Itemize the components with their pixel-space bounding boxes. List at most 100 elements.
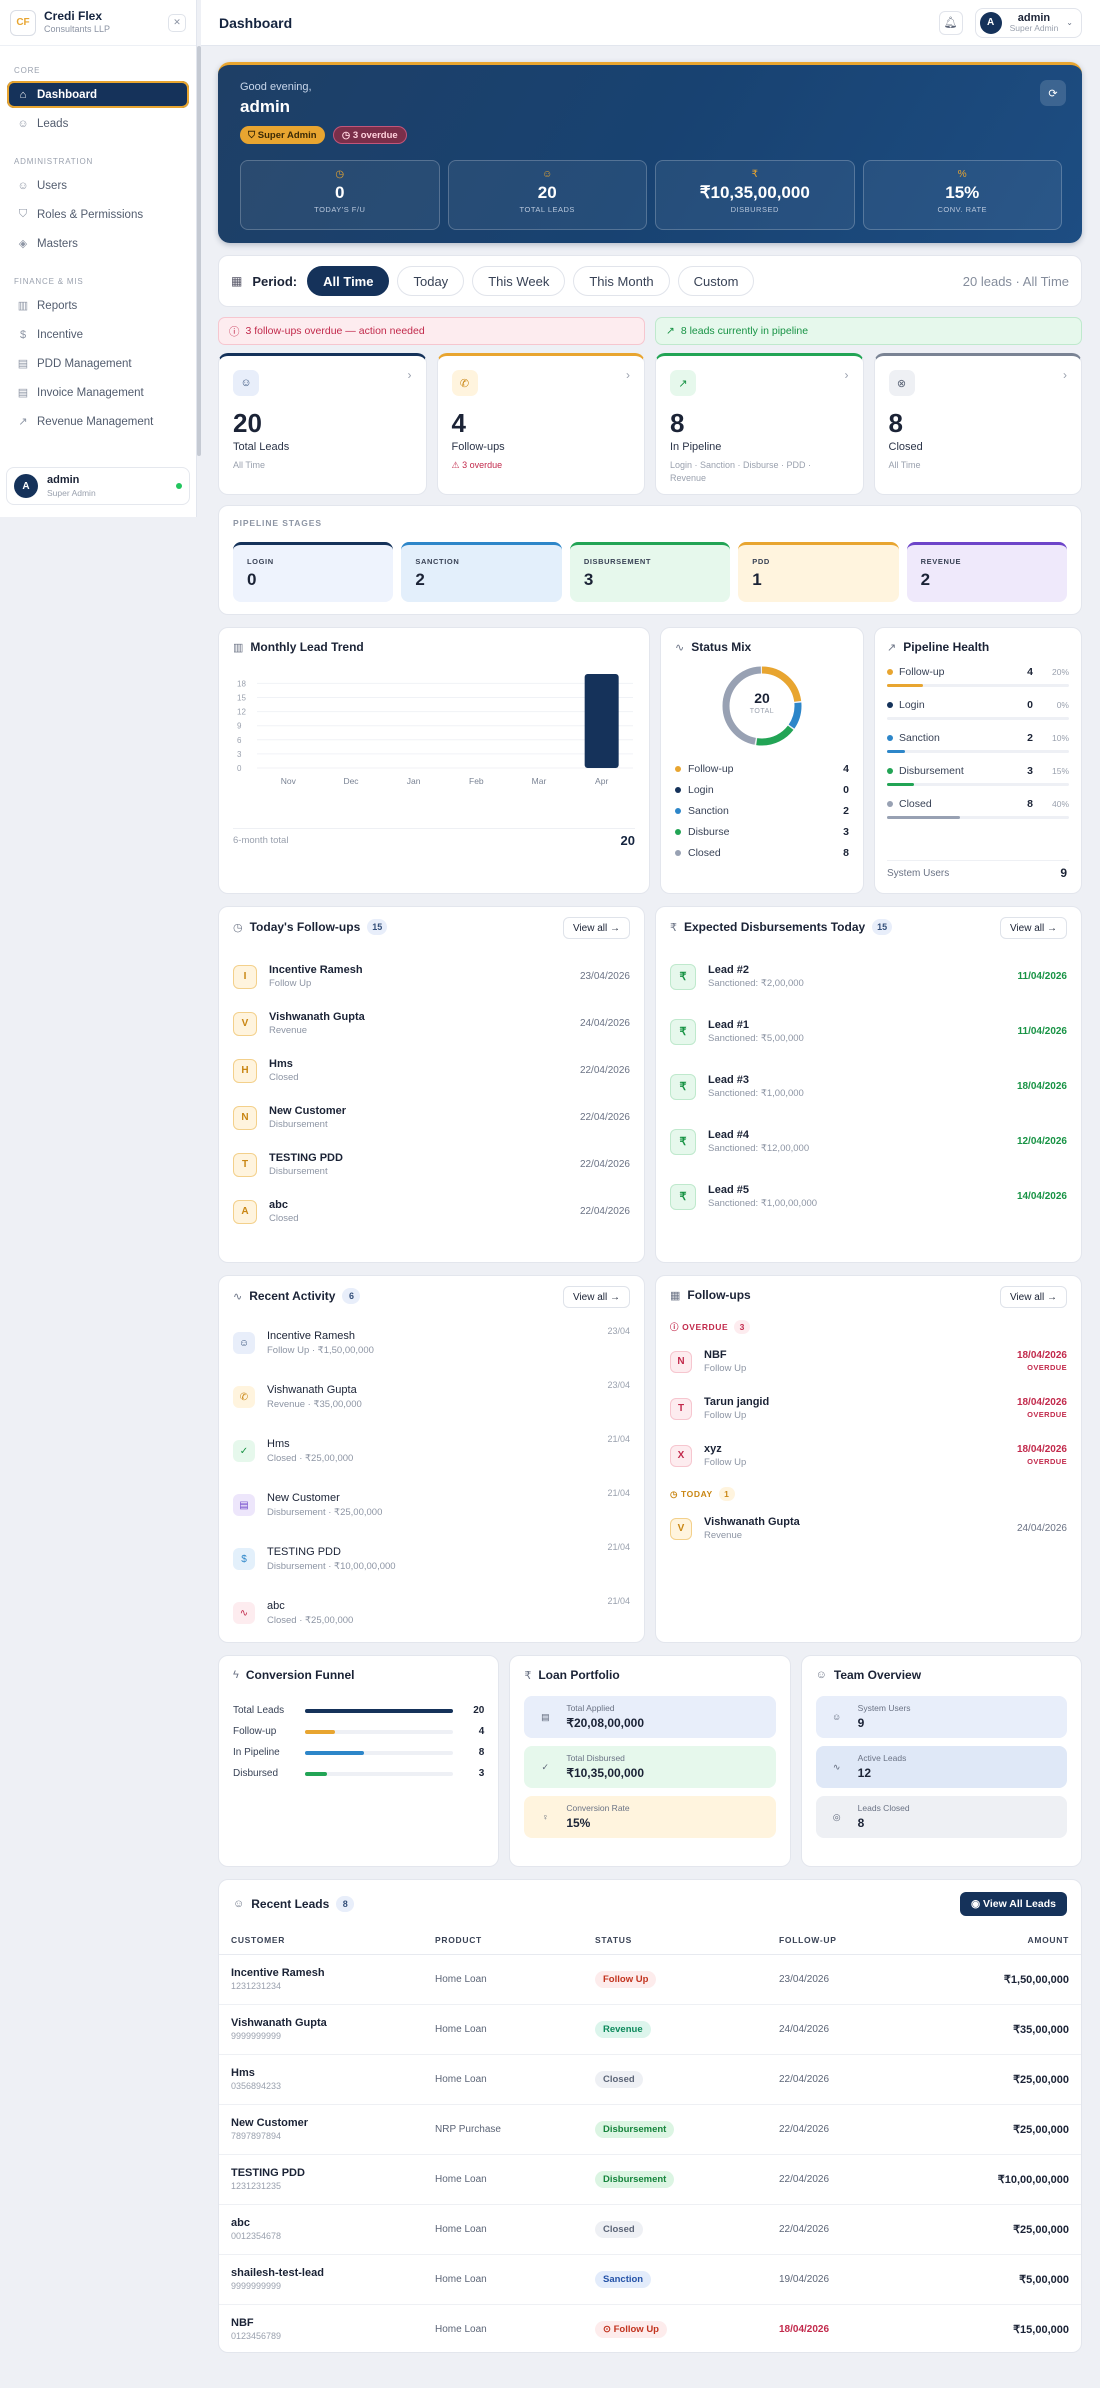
table-row[interactable]: New Customer 7897897894 NRP Purchase Disbur… (219, 2104, 1081, 2155)
list-item[interactable]: $ TESTING PDD Disbursement · ₹10,00,00,000… (233, 1532, 630, 1586)
stage-disbursement[interactable]: DISBURSEMENT 3 (569, 542, 731, 602)
chevron-right-icon: › (407, 368, 412, 382)
stage-pdd[interactable]: PDD 1 (738, 542, 899, 602)
bell-icon[interactable]: 🔔︎ (938, 10, 963, 35)
hero-stat-label: TODAY'S F/U (314, 205, 366, 214)
period-option-today[interactable]: Today (397, 266, 465, 296)
sidebar-item-incentive[interactable]: $ Incentive (7, 321, 189, 348)
table-row[interactable]: Incentive Ramesh 1231231234 Home Loan Follo… (219, 1954, 1081, 2005)
list-item[interactable]: ₹ Lead #5 Sanctioned: ₹1,00,00,000 14/04/20… (670, 1169, 1067, 1224)
table-row[interactable]: abc 0012354678 Home Loan Closed 22/04/2026 ₹2… (219, 2204, 1081, 2255)
list-item[interactable]: H Hms Closed 22/04/2026 (233, 1047, 630, 1094)
brand-sub: Consultants LLP (44, 24, 111, 35)
list-item[interactable]: ✓ Hms Closed · ₹25,00,000 21/04 (233, 1424, 630, 1478)
expected-disbursements: ₹ Expected Disbursements Today 15 View all… (655, 906, 1082, 1263)
shield-icon: ⛉ (248, 129, 258, 141)
overdue-alert[interactable]: ⓘ 3 follow-ups overdue — action needed (218, 317, 645, 345)
bar-apr[interactable] (584, 674, 619, 768)
donut-slice-sanction[interactable] (722, 666, 802, 746)
stage-login[interactable]: LOGIN 0 (233, 542, 394, 602)
column-header[interactable]: PRODUCT (423, 1926, 583, 1955)
period-option-this-month[interactable]: This Month (573, 266, 670, 296)
column-header[interactable]: FOLLOW-UP (767, 1926, 951, 1955)
phone-icon: ✆ (233, 1386, 255, 1408)
followup-date: 22/04/2026 (779, 2223, 830, 2235)
period-option-this-week[interactable]: This Week (472, 266, 566, 296)
item-sub: Follow Up · ₹1,50,00,000 (267, 1345, 374, 1357)
kpi-card[interactable]: ↗ › 8 In Pipeline Login · Sanction · Disburs… (655, 353, 864, 495)
table-row[interactable]: shailesh-test-lead 9999999999 Home Loan San… (219, 2254, 1081, 2305)
list-item[interactable]: V Vishwanath Gupta Revenue 24/04/2026 (233, 1000, 630, 1047)
kpi-card[interactable]: ✆ › 4 Follow-ups ⚠ 3 overdue (436, 353, 645, 495)
kpi-sub: ⚠ 3 overdue (451, 460, 503, 470)
sidebar-item-revenue-management[interactable]: ↗ Revenue Management (7, 408, 189, 435)
user-menu[interactable]: A admin Super Admin ⌄ (974, 7, 1082, 38)
refresh-button[interactable]: ⟳ (1040, 80, 1066, 106)
column-header[interactable]: CUSTOMER (219, 1926, 423, 1955)
brand-logo[interactable]: CF (10, 9, 36, 36)
item-status: Follow Up (704, 1409, 747, 1421)
kpi-sub: All Time (233, 460, 266, 470)
table-row[interactable]: Hms 0356894233 Home Loan Closed 22/04/2026 ₹2… (219, 2054, 1081, 2105)
overdue-pill[interactable]: ◷ 3 overdue (332, 126, 407, 144)
column-header[interactable]: AMOUNT (951, 1926, 1081, 1955)
kpi-card[interactable]: ☺ › 20 Total Leads All Time (218, 353, 427, 495)
portfolio-stat: ▤ Total Applied ₹20,08,00,000 (524, 1696, 776, 1738)
table-row[interactable]: TESTING PDD 1231231235 Home Loan Disburseme… (219, 2154, 1081, 2205)
list-item[interactable]: ∿ abc Closed · ₹25,00,000 21/04 (233, 1586, 630, 1640)
item-date: 21/04 (607, 1596, 630, 1606)
sidebar-item-pdd-management[interactable]: ▤ PDD Management (7, 350, 189, 377)
view-all-button[interactable]: View all → (999, 917, 1067, 939)
sidebar-item-leads[interactable]: ☺ Leads (7, 110, 189, 137)
sidebar-item-roles-permissions[interactable]: ⛉ Roles & Permissions (7, 201, 189, 228)
list-item[interactable]: V Vishwanath Gupta Revenue 24/04/2026 (670, 1505, 1067, 1552)
sidebar-item-label: Roles & Permissions (37, 208, 144, 221)
donut-slice-follow-up[interactable] (722, 666, 802, 746)
status-badge: Disbursement (595, 2170, 675, 2188)
sidebar-section-finance: FINANCE & MIS (14, 277, 84, 286)
period-option-all-time[interactable]: All Time (307, 266, 390, 296)
followup-date: 24/04/2026 (779, 2023, 830, 2035)
donut-slice-closed[interactable] (722, 666, 802, 746)
greeting-name: admin (240, 97, 291, 116)
sidebar-user-card[interactable]: A admin Super Admin (6, 467, 190, 505)
list-item[interactable]: N New Customer Disbursement 22/04/2026 (233, 1094, 630, 1141)
sidebar-item-dashboard[interactable]: ⌂ Dashboard (7, 81, 189, 108)
sidebar-scrollbar[interactable] (197, 46, 201, 456)
list-item[interactable]: ₹ Lead #2 Sanctioned: ₹2,00,000 11/04/2026 (670, 949, 1067, 1004)
funnel-label: Total Leads (233, 1705, 285, 1716)
table-row[interactable]: Vishwanath Gupta 9999999999 Home Loan Reven… (219, 2004, 1081, 2055)
list-item[interactable]: ☺ Incentive Ramesh Follow Up · ₹1,50,00,00… (233, 1316, 630, 1370)
status-badge: Revenue (595, 2020, 651, 2038)
view-all-button[interactable]: View all → (562, 917, 630, 939)
sidebar-item-users[interactable]: ☺ Users (7, 172, 189, 199)
view-all-leads-button[interactable]: ◉ View All Leads (959, 1892, 1067, 1916)
list-item[interactable]: I Incentive Ramesh Follow Up 23/04/2026 (233, 953, 630, 1000)
donut-slice-disburse[interactable] (722, 666, 802, 746)
stage-revenue[interactable]: REVENUE 2 (906, 542, 1068, 602)
stage-sanction[interactable]: SANCTION 2 (401, 542, 562, 602)
view-all-button[interactable]: View all → (999, 1286, 1067, 1308)
list-item[interactable]: ▤ New Customer Disbursement · ₹25,00,000 21… (233, 1478, 630, 1532)
table-row[interactable]: NBF 0123456789 Home Loan ⊙ Follow Up 18/04/2… (219, 2304, 1081, 2355)
status-dot (887, 801, 893, 807)
list-item[interactable]: N NBF Follow Up 18/04/2026 OVERDUE (670, 1338, 1067, 1385)
customer-phone: 9999999999 (231, 2031, 282, 2041)
kpi-card[interactable]: ⊗ › 8 Closed All Time (873, 353, 1082, 495)
pipeline-alert[interactable]: ↗ 8 leads currently in pipeline (655, 317, 1082, 345)
column-header[interactable]: STATUS (583, 1926, 767, 1955)
view-all-button[interactable]: View all → (562, 1286, 630, 1308)
list-item[interactable]: ₹ Lead #3 Sanctioned: ₹1,00,000 18/04/2026 (670, 1059, 1067, 1114)
list-item[interactable]: ₹ Lead #4 Sanctioned: ₹12,00,000 12/04/2026 (670, 1114, 1067, 1169)
list-item[interactable]: T TESTING PDD Disbursement 22/04/2026 (233, 1141, 630, 1188)
sidebar-item-masters[interactable]: ◈ Masters (7, 230, 189, 257)
sidebar-item-invoice-management[interactable]: ▤ Invoice Management (7, 379, 189, 406)
list-item[interactable]: ₹ Lead #1 Sanctioned: ₹5,00,000 11/04/2026 (670, 1004, 1067, 1059)
sidebar-item-reports[interactable]: ▥ Reports (7, 292, 189, 319)
list-item[interactable]: ✆ Vishwanath Gupta Revenue · ₹35,00,000 23/… (233, 1370, 630, 1424)
list-item[interactable]: T Tarun jangid Follow Up 18/04/2026 OVERDUE (670, 1385, 1067, 1432)
collapse-sidebar-button[interactable]: ✕ (168, 13, 186, 32)
period-option-custom[interactable]: Custom (677, 266, 755, 296)
